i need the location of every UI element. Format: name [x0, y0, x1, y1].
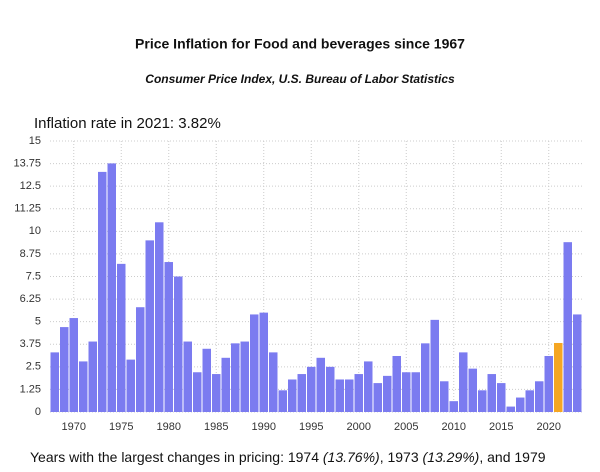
bar	[250, 314, 259, 412]
bar	[449, 401, 458, 412]
bar	[506, 406, 515, 412]
bar	[98, 171, 107, 412]
footer-part: (13.29%)	[423, 449, 480, 465]
bar	[326, 366, 335, 412]
chart-title: Price Inflation for Food and beverages s…	[135, 36, 465, 52]
bar	[297, 374, 306, 412]
x-tick-label: 1980	[157, 421, 181, 433]
bar	[554, 342, 563, 412]
bar	[544, 355, 553, 412]
x-tick-label: 1985	[204, 421, 228, 433]
bar	[364, 361, 373, 412]
bar	[307, 366, 316, 412]
bar	[563, 242, 572, 412]
bar	[231, 343, 240, 412]
bar	[468, 368, 477, 412]
bar	[183, 341, 192, 412]
bar	[117, 263, 126, 412]
x-tick-label: 2005	[394, 421, 418, 433]
bar	[155, 222, 164, 412]
x-tick-label: 2020	[537, 421, 561, 433]
x-tick-label: 2010	[442, 421, 466, 433]
x-tick-label: 2015	[489, 421, 513, 433]
x-tick-label: 2000	[347, 421, 371, 433]
footer-part: , and 1979	[479, 449, 545, 465]
footer-part: (13.76%)	[323, 449, 380, 465]
bar	[164, 262, 173, 412]
y-tick-label: 1.25	[20, 383, 41, 395]
bar	[573, 314, 582, 412]
bar	[497, 383, 506, 412]
bar	[373, 383, 382, 412]
bar	[79, 361, 88, 412]
bar	[392, 355, 401, 412]
bar	[50, 352, 59, 412]
bar	[421, 343, 430, 412]
bar	[411, 372, 420, 412]
bar	[88, 341, 97, 412]
y-tick-label: 7.5	[26, 270, 41, 282]
bar	[316, 357, 325, 412]
bar	[525, 390, 534, 412]
bar	[126, 359, 135, 412]
y-tick-label: 15	[29, 135, 41, 147]
bar	[202, 348, 211, 412]
footer: Years with the largest changes in pricin…	[30, 449, 546, 465]
bar	[335, 379, 344, 412]
x-tick-label: 1975	[109, 421, 133, 433]
bar	[60, 327, 69, 412]
bar	[402, 372, 411, 412]
bar	[221, 357, 230, 412]
bar	[193, 372, 202, 412]
bar	[212, 374, 221, 412]
bar	[259, 312, 268, 412]
x-tick-label: 1995	[299, 421, 323, 433]
y-tick-label: 6.25	[20, 293, 41, 305]
y-tick-label: 10	[29, 225, 41, 237]
bar	[345, 379, 354, 412]
bar	[516, 397, 525, 412]
bar	[174, 276, 183, 412]
bar	[240, 341, 249, 412]
bar	[487, 374, 496, 412]
bar	[107, 163, 116, 412]
y-tick-label: 8.75	[20, 248, 41, 260]
bar	[478, 390, 487, 412]
bar	[269, 352, 278, 412]
y-tick-label: 2.5	[26, 361, 41, 373]
x-tick-label: 1970	[62, 421, 86, 433]
bar	[535, 381, 544, 412]
x-tick-label: 1990	[252, 421, 276, 433]
bar	[440, 381, 449, 412]
bar	[430, 319, 439, 412]
y-tick-label: 11.25	[14, 203, 41, 215]
y-tick-label: 0	[35, 406, 41, 418]
annotation: Inflation rate in 2021: 3.82%	[34, 115, 221, 132]
y-tick-label: 12.5	[20, 180, 41, 192]
y-tick-label: 13.75	[13, 157, 41, 169]
bar	[278, 390, 287, 412]
bar	[69, 318, 78, 412]
bar	[383, 375, 392, 412]
chart-subtitle: Consumer Price Index, U.S. Bureau of Lab…	[145, 72, 455, 86]
y-tick-label: 3.75	[20, 338, 41, 350]
bar	[459, 352, 468, 412]
bar	[354, 374, 363, 412]
footer-part: Years with the largest changes in pricin…	[30, 449, 323, 465]
y-tick-label: 5	[35, 316, 41, 328]
footer-part: , 1973	[380, 449, 423, 465]
bar	[288, 379, 297, 412]
bar	[136, 307, 145, 412]
bar	[145, 240, 154, 412]
